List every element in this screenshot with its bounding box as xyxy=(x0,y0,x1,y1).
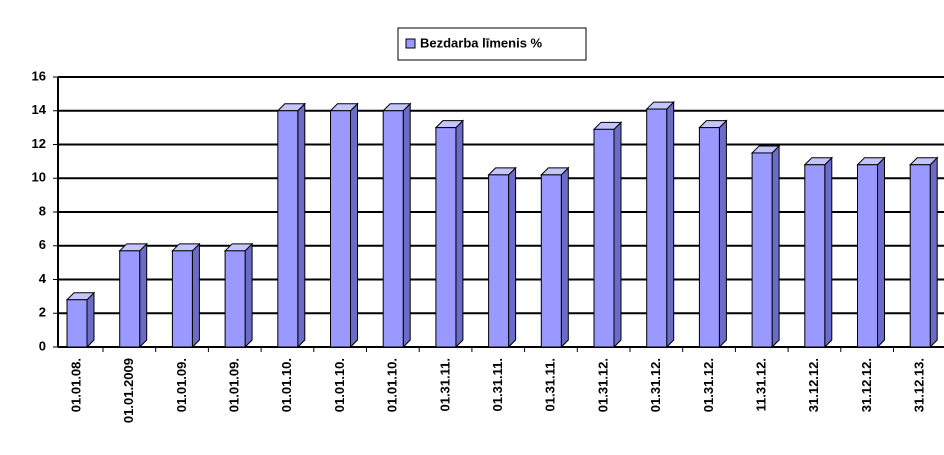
bar-side xyxy=(86,291,95,349)
bar-side xyxy=(455,119,464,349)
bar-front xyxy=(119,250,141,348)
bar-side xyxy=(191,242,200,349)
bar xyxy=(750,144,781,349)
bar-side xyxy=(877,156,885,349)
y-tick-label: 2 xyxy=(39,305,46,320)
y-tick-label: 0 xyxy=(39,338,46,353)
bar-front xyxy=(698,127,720,348)
x-tick-label: 31.12.12. xyxy=(806,358,821,412)
bar xyxy=(698,119,728,349)
x-tick-label: 01.31.12. xyxy=(648,358,663,412)
y-tick-label: 6 xyxy=(39,237,46,252)
bar-front xyxy=(171,250,193,348)
bar-side xyxy=(244,242,253,349)
x-tick-label: 01.01.08. xyxy=(68,358,83,412)
x-tick-label: 01.01.09. xyxy=(227,358,242,412)
bar xyxy=(645,100,675,349)
bar xyxy=(381,102,412,349)
x-tick-label: 01.01.10. xyxy=(279,358,294,412)
x-tick-label: 01.31.12. xyxy=(701,358,716,412)
legend-swatch xyxy=(405,38,416,49)
bar-side xyxy=(613,121,622,349)
bar-front xyxy=(857,164,878,348)
x-tick-label: 01.01.10. xyxy=(385,358,400,412)
bar xyxy=(65,291,96,349)
bar-side xyxy=(718,119,727,349)
bar xyxy=(118,242,148,349)
bar-front xyxy=(909,164,931,348)
bar-side xyxy=(350,102,358,349)
y-tick-label: 8 xyxy=(39,203,46,218)
bar-front xyxy=(382,110,404,348)
bar-side xyxy=(139,242,148,349)
bar-side xyxy=(508,166,517,349)
bar xyxy=(434,119,465,349)
bar-front xyxy=(435,127,457,348)
bar-front xyxy=(330,110,351,348)
bar-side xyxy=(560,166,569,349)
y-tick-label: 16 xyxy=(32,68,46,83)
bar-side xyxy=(824,156,833,349)
bar xyxy=(908,156,939,349)
y-tick-label: 10 xyxy=(32,170,46,185)
bar xyxy=(592,121,623,349)
bar-front xyxy=(646,108,668,348)
bar-front xyxy=(804,164,826,348)
bar-side xyxy=(771,144,780,349)
bar-side xyxy=(929,156,938,349)
bar-front xyxy=(751,152,773,348)
y-tick-label: 14 xyxy=(32,102,47,117)
bar xyxy=(540,166,570,349)
x-tick-label: 01.31.11. xyxy=(490,358,505,412)
bar-side xyxy=(666,100,675,349)
bar-front xyxy=(593,128,615,348)
bar-front xyxy=(488,174,510,348)
bar-side xyxy=(402,102,411,349)
bar-front xyxy=(277,110,299,348)
x-tick-label: 31.12.12. xyxy=(859,358,874,412)
bar-front xyxy=(540,174,562,348)
legend-label: Bezdarba līmenis % xyxy=(420,35,543,50)
x-tick-label: 01.31.12. xyxy=(595,358,610,412)
y-tick-label: 4 xyxy=(39,271,47,286)
x-tick-label: 01.31.11. xyxy=(543,358,558,412)
y-tick-label: 12 xyxy=(32,136,46,151)
bar xyxy=(487,166,517,349)
bar xyxy=(276,102,307,349)
x-tick-label: 01.01.2009 xyxy=(121,358,136,423)
x-tick-label: 01.01.10. xyxy=(332,358,347,412)
legend-box xyxy=(397,27,587,61)
bar-front xyxy=(66,299,88,348)
bar xyxy=(803,156,834,349)
bar xyxy=(223,242,254,349)
bar-front xyxy=(224,250,246,348)
x-tick-label: 31.12.13. xyxy=(912,358,927,412)
bar xyxy=(171,242,201,349)
x-tick-label: 01.31.11. xyxy=(437,358,452,412)
x-tick-label: 01.01.09. xyxy=(174,358,189,412)
bar-side xyxy=(297,102,306,349)
bar xyxy=(856,156,886,349)
x-tick-label: 11.31.12. xyxy=(754,358,769,412)
bar xyxy=(329,102,359,349)
